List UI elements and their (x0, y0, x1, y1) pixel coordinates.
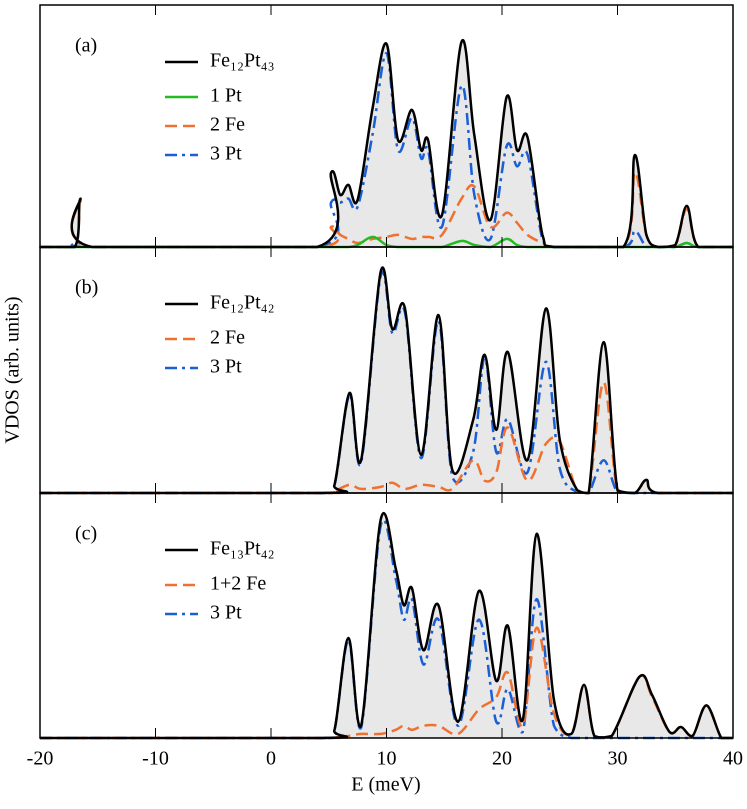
legend-label: Fe₁₂Pt₄₂ (210, 292, 275, 314)
legend-label: Fe₁₃Pt₄₂ (210, 538, 275, 560)
area-fill (40, 267, 733, 493)
y-axis-label: VDOS (arb. units) (2, 296, 24, 443)
x-tick-label: 0 (266, 748, 276, 770)
series-line (40, 518, 733, 740)
x-tick-label: -20 (27, 748, 54, 770)
legend-label: 3 Pt (210, 602, 242, 624)
x-axis-label: E (meV) (351, 774, 420, 796)
legend-label: 1+2 Fe (210, 573, 266, 595)
legend-label: Fe₁₂Pt₄₃ (210, 50, 275, 72)
series-line (40, 38, 733, 249)
legend-label: 1 Pt (210, 85, 242, 107)
series-line (40, 626, 733, 740)
series-line (39, 381, 733, 495)
series-line (40, 511, 733, 740)
x-tick-label: 30 (608, 748, 628, 770)
panel-label: (b) (75, 277, 98, 299)
area-fill (40, 513, 733, 738)
panel-frame (39, 492, 734, 739)
x-tick-label: 10 (377, 748, 397, 770)
x-tick-label: -10 (142, 748, 169, 770)
x-tick-label: 20 (492, 748, 512, 770)
legend-label: 2 Fe (210, 327, 245, 349)
legend-label: 3 Pt (210, 356, 242, 378)
panel-label: (c) (75, 523, 97, 545)
area-fill (40, 40, 733, 247)
legend-label: 3 Pt (210, 143, 242, 165)
series-line (39, 266, 733, 495)
legend-label: 2 Fe (210, 114, 245, 136)
x-tick-label: 40 (723, 748, 743, 770)
series-line (40, 52, 733, 249)
series-line (40, 171, 733, 249)
panel-label: (a) (75, 35, 97, 57)
